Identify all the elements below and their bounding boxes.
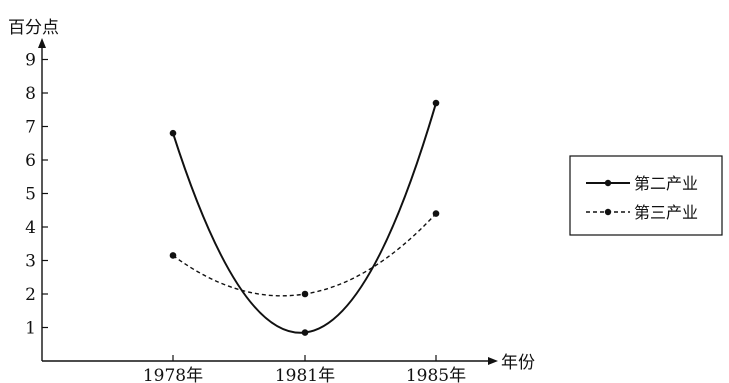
legend: 第二产业 第三产业 bbox=[569, 155, 723, 236]
series-1-point bbox=[432, 99, 440, 107]
legend-label-series-1: 第二产业 bbox=[634, 174, 698, 193]
y-tick-label: 1 bbox=[25, 319, 36, 339]
x-axis-arrow-icon bbox=[488, 357, 498, 365]
y-tick-label: 6 bbox=[25, 151, 36, 171]
legend-label-series-2: 第三产业 bbox=[634, 203, 698, 222]
series-2-point bbox=[301, 290, 309, 298]
y-axis-title: 百分点 bbox=[8, 18, 59, 38]
y-tick-label: 3 bbox=[25, 252, 36, 272]
series-line-2 bbox=[172, 213, 437, 297]
y-ticks: 1 2 3 4 5 6 7 8 9 bbox=[25, 51, 48, 339]
y-tick-label: 2 bbox=[25, 285, 36, 305]
y-tick-label: 4 bbox=[25, 218, 36, 238]
legend-box bbox=[569, 155, 723, 236]
legend-marker-series-1 bbox=[604, 179, 612, 187]
y-tick-label: 7 bbox=[25, 118, 36, 138]
x-tick-label: 1985年 bbox=[406, 366, 466, 383]
x-axis-title: 年份 bbox=[501, 353, 535, 373]
legend-marker-series-2 bbox=[604, 208, 612, 216]
series-2-point bbox=[169, 252, 177, 259]
x-tick-label: 1978年 bbox=[143, 366, 203, 383]
series-layer bbox=[169, 99, 440, 336]
series-line-1 bbox=[172, 102, 437, 334]
series-2-point bbox=[432, 210, 440, 217]
y-axis-arrow-icon bbox=[38, 38, 46, 48]
x-tick-label: 1981年 bbox=[275, 366, 335, 383]
x-ticks: 1978年 1981年 1985年 bbox=[143, 355, 466, 383]
y-tick-label: 9 bbox=[25, 51, 36, 71]
series-1-point bbox=[169, 129, 177, 137]
series-1-point bbox=[301, 329, 309, 336]
y-tick-label: 5 bbox=[25, 185, 36, 205]
y-tick-label: 8 bbox=[25, 84, 36, 104]
